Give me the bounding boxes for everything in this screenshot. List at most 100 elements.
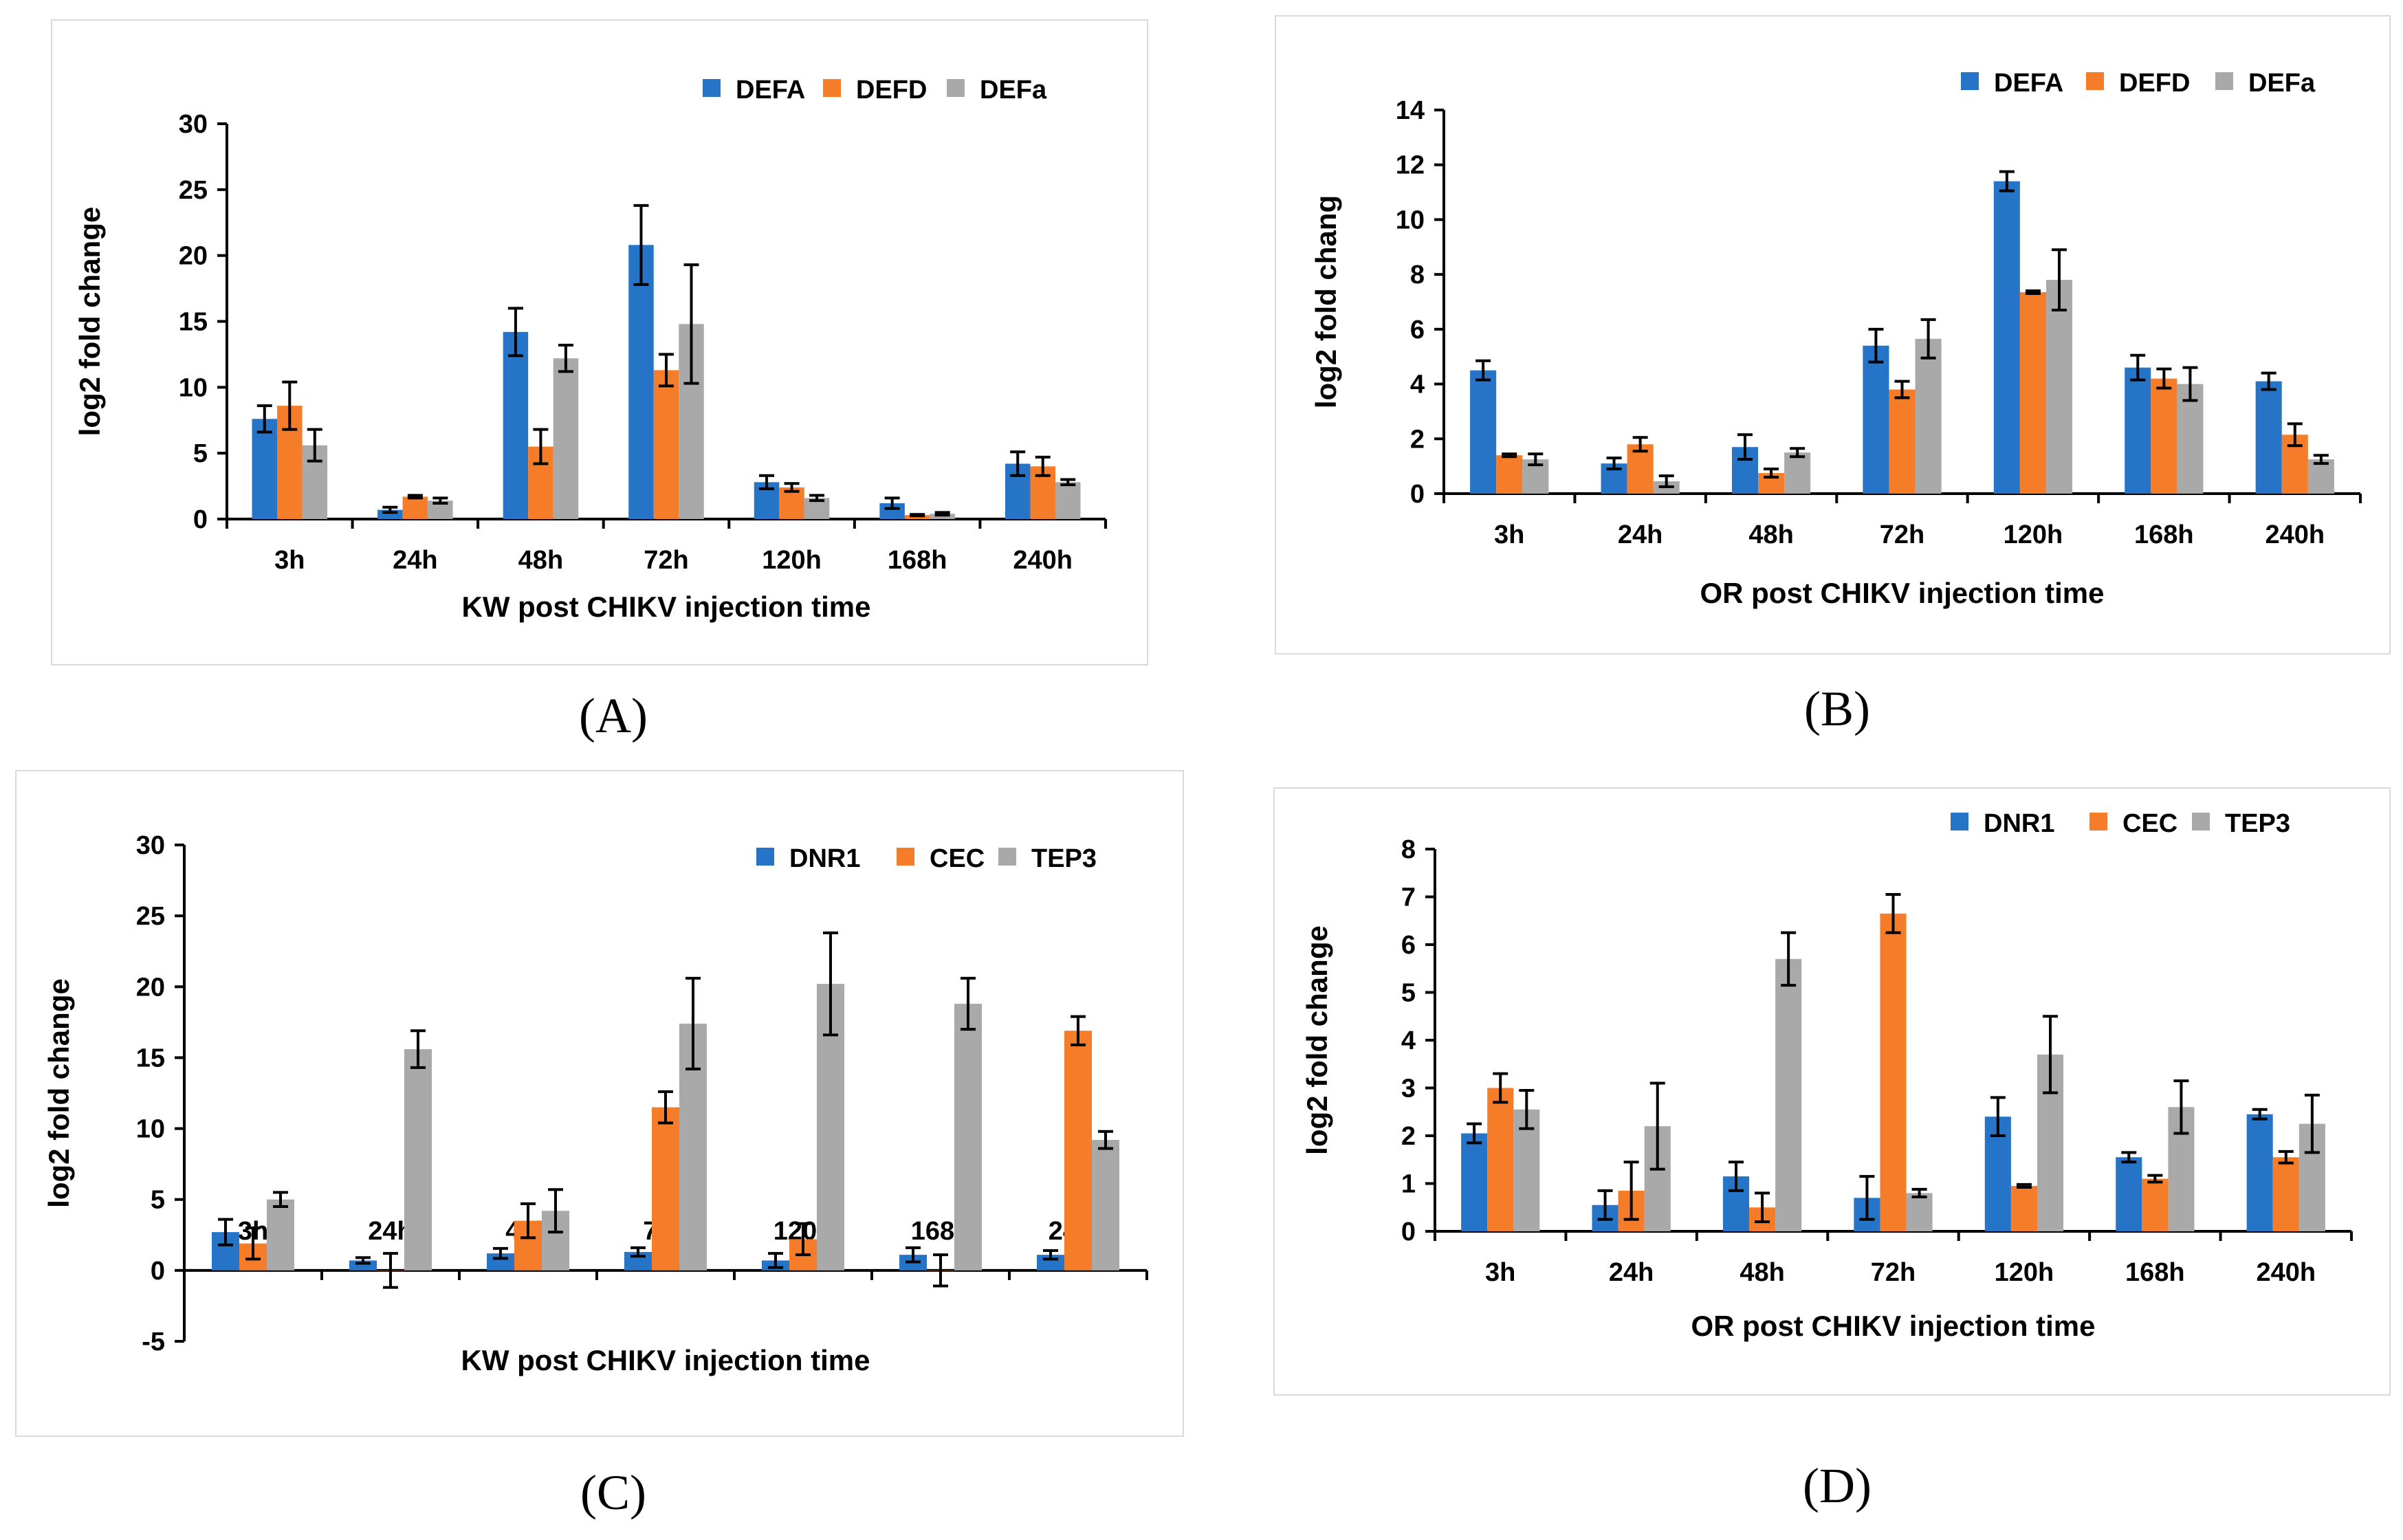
panel-b-y-tick-label: 0 bbox=[1410, 480, 1425, 509]
panel-b-bar-DEFa bbox=[2177, 384, 2204, 494]
panel-d-bar-TEP3 bbox=[1775, 958, 1802, 1231]
panel-b-legend-label: DEFa bbox=[2248, 69, 2316, 98]
panel-d-x-category-label: 120h bbox=[1995, 1258, 2054, 1287]
panel-c-y-tick-label: 0 bbox=[151, 1257, 165, 1286]
panel-c-y-tick-label: 30 bbox=[136, 831, 165, 860]
panel-d-bar-CEC bbox=[2142, 1178, 2169, 1231]
panel-d-x-axis-title: OR post CHIKV injection time bbox=[1691, 1310, 2095, 1342]
panel-b-legend-label: DEFD bbox=[2119, 69, 2190, 98]
panel-a-y-tick-label: 0 bbox=[193, 505, 208, 534]
panel-b-legend-swatch-DEFD bbox=[2086, 72, 2104, 90]
panel-a-x-category-label: 72h bbox=[644, 546, 688, 575]
panel-a-bar-DEFa bbox=[553, 358, 579, 519]
panel-b-x-category-label: 72h bbox=[1880, 520, 1924, 549]
panel-a-y-axis-title: log2 fold change bbox=[74, 207, 106, 437]
panel-c-legend-swatch-TEP3 bbox=[998, 848, 1016, 866]
panel-d-y-tick-label: 3 bbox=[1401, 1075, 1416, 1103]
panel-d-legend-swatch-CEC bbox=[2089, 813, 2107, 830]
panel-c-y-axis-title: log2 fold change bbox=[43, 978, 75, 1208]
panel-d-y-tick-label: 4 bbox=[1401, 1026, 1416, 1055]
panel-c-caption: (C) bbox=[580, 1465, 646, 1520]
panel-d-y-tick-label: 0 bbox=[1401, 1218, 1416, 1246]
panel-a-y-tick-label: 30 bbox=[179, 110, 208, 139]
panel-b-x-category-label: 24h bbox=[1618, 520, 1663, 549]
panel-d-x-category-label: 24h bbox=[1609, 1258, 1654, 1287]
panel-a-bar-DEFA bbox=[628, 245, 654, 519]
panel-a-y-tick-label: 15 bbox=[179, 308, 208, 337]
panel-a-legend-swatch-DEFa bbox=[947, 79, 965, 97]
panel-b-bar-DEFD bbox=[2151, 378, 2177, 494]
panel-d-bar-DNR1 bbox=[2116, 1157, 2142, 1231]
panel-d-bar-DNR1 bbox=[1461, 1133, 1488, 1231]
panel-c-y-tick-label: 10 bbox=[136, 1115, 165, 1144]
panel-d-bar-TEP3 bbox=[1906, 1193, 1933, 1231]
panel-c-y-tick-label: 25 bbox=[136, 902, 165, 931]
panel-a-legend-swatch-DEFA bbox=[703, 79, 721, 97]
panel-a-bar-DEFD bbox=[653, 370, 679, 519]
panel-b-bar-DEFa bbox=[1784, 452, 1811, 494]
panel-d-y-tick-label: 8 bbox=[1401, 835, 1416, 864]
panel-c-y-tick-label: 20 bbox=[136, 973, 165, 1002]
panel-b-legend-label: DEFA bbox=[1994, 69, 2063, 98]
panel-a-bar-DEFD bbox=[402, 496, 428, 519]
panel-d-bar-CEC bbox=[2010, 1185, 2037, 1231]
panel-d-bar-DNR1 bbox=[2246, 1114, 2273, 1231]
panel-b-x-category-label: 48h bbox=[1748, 520, 1793, 549]
panel-b-y-tick-label: 12 bbox=[1396, 151, 1425, 180]
panel-b-bar-DEFA bbox=[1993, 181, 2020, 494]
panel-b-y-tick-label: 2 bbox=[1410, 425, 1425, 454]
panel-d-y-tick-label: 1 bbox=[1401, 1170, 1416, 1199]
panel-c-y-tick-label: -5 bbox=[142, 1328, 165, 1356]
panel-b-bar-DEFA bbox=[2125, 367, 2151, 494]
panel-a-x-category-label: 3h bbox=[274, 546, 305, 575]
panel-b-bar-DEFa bbox=[2045, 280, 2073, 494]
panel-b-bar-DEFD bbox=[2019, 292, 2046, 494]
panel-c-bar-TEP3 bbox=[1092, 1140, 1119, 1270]
panel-b-y-tick-label: 6 bbox=[1410, 316, 1425, 344]
panel-b-bar-DEFD bbox=[1496, 455, 1523, 494]
panel-d-y-tick-label: 7 bbox=[1401, 883, 1416, 912]
panel-a-y-tick-label: 10 bbox=[179, 373, 208, 402]
panel-c-bar-CEC bbox=[652, 1107, 679, 1270]
panel-d-caption: (D) bbox=[1803, 1458, 1872, 1513]
panel-d-y-tick-label: 5 bbox=[1401, 979, 1416, 1008]
panel-b-y-tick-label: 8 bbox=[1410, 261, 1425, 289]
panel-a-legend-label: DEFa bbox=[980, 76, 1047, 104]
panel-d-legend-label: TEP3 bbox=[2225, 809, 2290, 838]
panel-b-bar-DEFa bbox=[2307, 459, 2334, 494]
panel-d-legend-swatch-DNR1 bbox=[1951, 813, 1968, 830]
panel-d-bar-CEC bbox=[1880, 913, 1907, 1231]
panel-d-x-category-label: 240h bbox=[2256, 1258, 2316, 1287]
panel-a-x-category-label: 24h bbox=[393, 546, 437, 575]
panel-b-x-category-label: 3h bbox=[1494, 520, 1524, 549]
panel-c-legend-swatch-DNR1 bbox=[756, 848, 774, 866]
panel-d-legend-swatch-TEP3 bbox=[2192, 813, 2210, 830]
panel-b-bar-DEFD bbox=[1889, 389, 1916, 494]
panel-a-frame bbox=[51, 19, 1148, 666]
panel-b-bar-DEFA bbox=[2255, 381, 2282, 494]
panel-c-legend-swatch-CEC bbox=[897, 848, 914, 866]
panel-d-bar-CEC bbox=[1487, 1088, 1514, 1231]
panel-a-x-category-label: 48h bbox=[518, 546, 563, 575]
panel-b-bar-DEFa bbox=[1915, 338, 1942, 494]
panel-c-y-tick-label: 15 bbox=[136, 1044, 165, 1072]
panel-c-legend-label: TEP3 bbox=[1031, 844, 1097, 873]
panel-a-legend-swatch-DEFD bbox=[823, 79, 841, 97]
panel-b-x-category-label: 240h bbox=[2265, 520, 2325, 549]
panel-d-legend-label: CEC bbox=[2122, 809, 2177, 838]
panel-a-caption: (A) bbox=[579, 688, 648, 743]
panel-b-caption: (B) bbox=[1804, 681, 1870, 736]
panel-a-x-category-label: 240h bbox=[1013, 546, 1073, 575]
panel-b-y-tick-label: 4 bbox=[1410, 371, 1425, 399]
panel-a-legend-label: DEFA bbox=[736, 76, 805, 104]
panel-b-frame bbox=[1275, 15, 2391, 654]
panel-c-frame bbox=[15, 770, 1184, 1437]
panel-c-x-axis-title: KW post CHIKV injection time bbox=[461, 1344, 870, 1376]
panel-c-legend-label: DNR1 bbox=[789, 844, 860, 873]
panel-c-bar-TEP3 bbox=[404, 1049, 432, 1270]
panel-b-x-category-label: 120h bbox=[2004, 520, 2063, 549]
panel-d-y-axis-title: log2 fold change bbox=[1301, 925, 1333, 1155]
panel-d-x-category-label: 168h bbox=[2125, 1258, 2185, 1287]
panel-b-y-tick-label: 14 bbox=[1396, 96, 1425, 125]
